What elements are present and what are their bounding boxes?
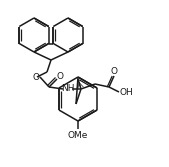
Text: OH: OH bbox=[119, 88, 133, 97]
Text: OMe: OMe bbox=[68, 130, 88, 139]
Text: O: O bbox=[32, 72, 40, 81]
Text: O: O bbox=[56, 71, 64, 80]
Text: O: O bbox=[111, 66, 117, 75]
Text: NH: NH bbox=[61, 84, 75, 93]
